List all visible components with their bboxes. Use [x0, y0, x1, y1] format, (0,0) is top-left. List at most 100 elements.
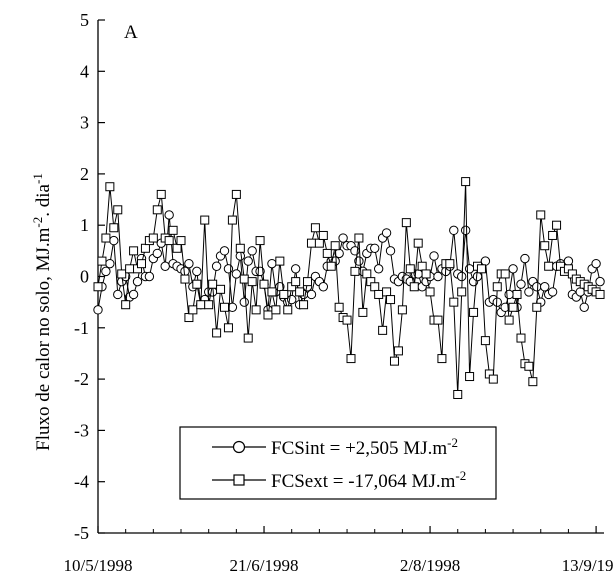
- data-point-square: [212, 328, 222, 338]
- data-point-circle: [480, 256, 491, 266]
- data-point-circle: [579, 302, 589, 312]
- data-point-circle: [532, 282, 542, 292]
- y-tick-label: 0: [80, 267, 89, 287]
- data-point-circle: [563, 256, 574, 266]
- data-point-square: [433, 315, 443, 325]
- data-point-square: [350, 266, 360, 276]
- data-point-circle: [101, 266, 111, 277]
- series-square: [93, 177, 605, 399]
- legend-label-fcsint: FCSint = +2,505 MJ.m-2: [271, 435, 458, 459]
- data-point-square: [251, 305, 261, 315]
- data-point-circle: [504, 289, 514, 300]
- data-point-square: [216, 284, 226, 294]
- data-point-square: [275, 256, 285, 266]
- data-point-square: [378, 325, 388, 335]
- data-point-square: [247, 277, 257, 287]
- data-point-square: [330, 241, 340, 251]
- data-point-square: [488, 374, 498, 384]
- data-point-square: [492, 282, 502, 292]
- data-point-square: [508, 302, 518, 312]
- data-point-circle: [318, 282, 329, 292]
- data-point-circle: [547, 287, 558, 297]
- data-point-square: [164, 236, 174, 246]
- data-point-square: [342, 315, 352, 325]
- legend-square-marker-icon: [233, 474, 245, 486]
- data-point-square: [283, 305, 293, 315]
- y-axis-ticks: -5 -4 -3 -2 -1 0 1 2 3 4 5: [74, 10, 105, 543]
- data-point-circle: [381, 228, 392, 238]
- y-tick-label: 2: [80, 164, 89, 184]
- data-point-square: [279, 289, 289, 299]
- data-point-square: [469, 307, 479, 317]
- data-point-square: [188, 305, 198, 315]
- data-point-circle: [524, 287, 534, 297]
- data-point-circle: [385, 246, 396, 256]
- data-point-square: [449, 297, 459, 307]
- data-point-circle: [243, 256, 253, 266]
- data-point-square: [117, 269, 127, 279]
- data-point-circle: [370, 243, 380, 253]
- data-point-square: [271, 305, 281, 315]
- data-point-square: [453, 389, 463, 399]
- data-point-square: [393, 346, 403, 356]
- data-point-square: [358, 307, 368, 317]
- data-point-square: [231, 189, 241, 199]
- data-point-square: [386, 295, 396, 305]
- data-point-square: [176, 236, 186, 246]
- data-point-square: [425, 287, 435, 297]
- data-point-square: [227, 215, 237, 225]
- data-point-square: [314, 238, 324, 248]
- data-point-square: [223, 323, 233, 333]
- data-point-square: [156, 189, 166, 199]
- x-axis-ticks: 10/5/1998 21/6/1998 2/8/1998 13/9/1998: [64, 526, 614, 575]
- data-point-square: [382, 287, 392, 297]
- data-point-square: [113, 205, 123, 215]
- y-axis-label: Fluxo de calor no solo, MJ.m-2. dia-1: [30, 173, 54, 451]
- data-point-square: [129, 246, 139, 256]
- legend-circle-marker-icon: [232, 440, 246, 454]
- data-point-square: [152, 205, 162, 215]
- y-tick-label: -3: [74, 420, 89, 440]
- data-point-circle: [449, 225, 459, 236]
- x-tick-label: 2/8/1998: [400, 556, 460, 575]
- data-point-circle: [373, 264, 384, 274]
- data-point-square: [295, 287, 305, 297]
- data-point-square: [105, 182, 115, 192]
- data-point-circle: [338, 233, 348, 243]
- data-point-square: [540, 241, 550, 251]
- data-point-circle: [128, 289, 139, 300]
- x-tick-label: 21/6/1998: [230, 556, 299, 575]
- data-point-square: [196, 300, 206, 310]
- data-point-square: [318, 230, 328, 240]
- data-point-square: [516, 333, 526, 343]
- data-point-square: [354, 233, 364, 243]
- data-point-square: [552, 220, 562, 230]
- data-point-square: [413, 238, 423, 248]
- data-point-square: [140, 243, 150, 253]
- data-point-square: [401, 218, 411, 228]
- data-point-circle: [472, 271, 483, 282]
- data-point-square: [200, 215, 210, 225]
- legend: FCSint = +2,505 MJ.m-2 FCSext = -17,064 …: [179, 426, 497, 500]
- y-tick-label: 1: [80, 215, 89, 235]
- y-tick-label: -5: [74, 523, 89, 543]
- data-point-square: [445, 259, 455, 269]
- data-point-circle: [105, 258, 115, 269]
- y-tick-label: 5: [80, 10, 89, 30]
- data-point-square: [243, 333, 253, 343]
- data-point-square: [465, 372, 475, 382]
- data-point-square: [374, 289, 384, 299]
- data-point-square: [362, 269, 372, 279]
- data-point-square: [480, 336, 490, 346]
- data-point-square: [180, 274, 190, 284]
- data-point-square: [93, 282, 103, 292]
- data-point-circle: [152, 248, 162, 259]
- data-point-circle: [113, 289, 123, 300]
- data-point-circle: [290, 264, 301, 274]
- data-point-square: [548, 230, 558, 240]
- data-point-square: [532, 302, 542, 312]
- data-point-square: [255, 236, 265, 246]
- data-point-square: [528, 377, 538, 387]
- data-point-square: [461, 177, 471, 187]
- series-layer: [93, 177, 605, 399]
